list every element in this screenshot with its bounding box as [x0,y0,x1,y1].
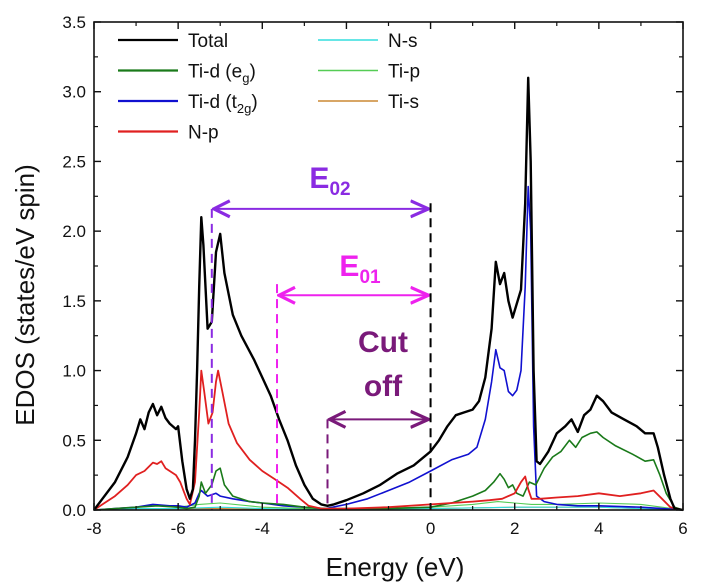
axes-layer: -8 -6 -4 -2 0 2 4 6 0.0 0.5 1.0 1.5 2.0 2.5 3.0 3.5 [62,13,687,538]
x-tick-label: -4 [255,519,270,538]
x-tick-label: 2 [510,519,519,538]
annotation-layer: E02 E01 Cut off [210,162,432,510]
x-tick-label: 4 [594,519,603,538]
series-line-total [93,76,684,512]
legend-label: Ti-d (t2g) [188,92,258,116]
y-tick-label: 0.0 [62,501,86,520]
series-layer [93,76,684,512]
y-tick-label: 0.5 [62,431,86,450]
y-tick-label: 3.5 [62,13,86,32]
y-axis-title: EDOS (states/eV spin) [10,164,40,426]
legend-label: N-s [388,31,418,52]
legend-label: Total [188,31,228,52]
legend-label: Ti-p [388,62,420,83]
x-axis-title: Energy (eV) [326,552,465,582]
x-tick-label: 6 [678,519,687,538]
series-line-ti-d-eg [93,431,684,511]
y-tick-label: 2.0 [62,222,86,241]
legend: Total Ti-d (eg) Ti-d (t2g) N-p N-s Ti-p Ti-s [118,31,420,144]
x-tick-label: -2 [339,519,354,538]
x-tick-label: -8 [86,519,101,538]
annotation-label: E02 [309,162,350,200]
legend-label: N-p [188,123,219,144]
annotation-label: Cut [358,326,408,359]
x-tick-label: 0 [426,519,435,538]
legend-label: Ti-s [388,92,419,113]
annotation-label: off [364,370,403,403]
x-tick-label: -6 [171,519,186,538]
y-tick-label: 1.5 [62,292,86,311]
annotation-label: E01 [339,250,381,288]
y-tick-label: 2.5 [62,152,86,171]
y-tick-label: 1.0 [62,362,86,381]
y-tick-label: 3.0 [62,83,86,102]
series-line-n-p [93,369,684,511]
legend-label: Ti-d (eg) [188,62,256,86]
